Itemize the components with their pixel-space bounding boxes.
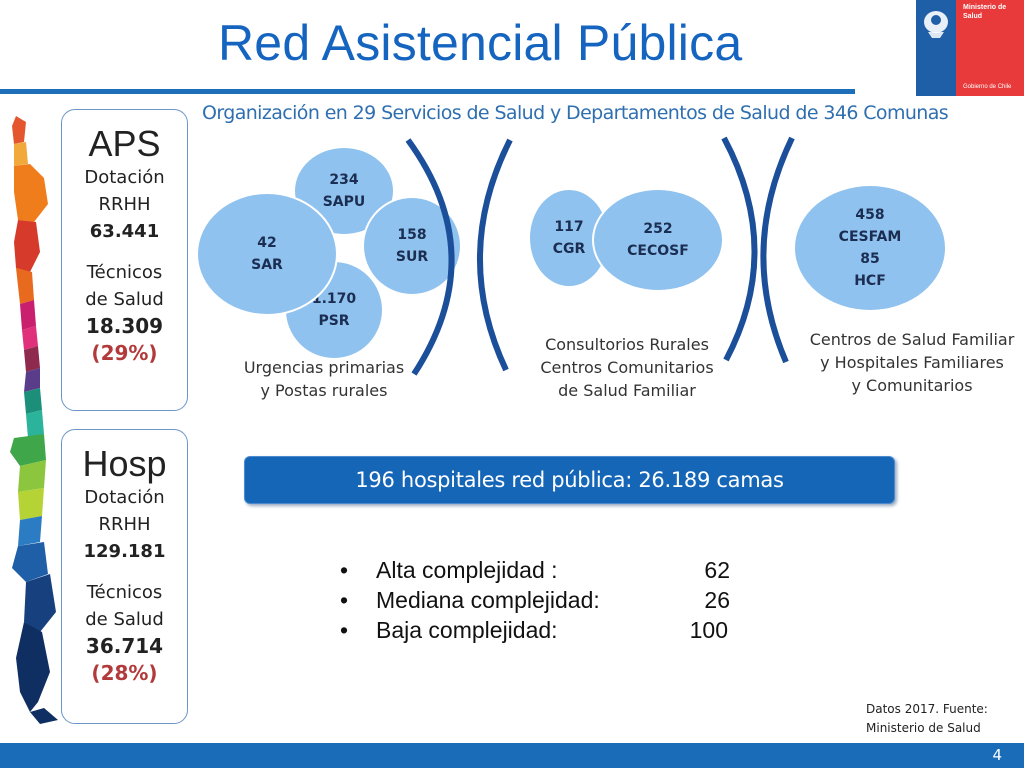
ministry-logo: Ministerio de Salud Gobierno de Chile <box>916 0 1024 96</box>
psr-label: PSR <box>318 313 350 329</box>
complexity-label: Mediana complejidad: <box>376 587 600 613</box>
bullet-icon: • <box>340 587 349 613</box>
hosp-dotacion-value: 129.181 <box>83 541 166 562</box>
cgr-label: CGR <box>552 241 586 257</box>
page-number: 4 <box>992 746 1002 764</box>
group3-caption-line2: y Hospitales Familiares <box>820 353 1004 372</box>
aps-percent: (29%) <box>91 341 158 365</box>
logo-red-band <box>956 0 1024 96</box>
bullet-icon: • <box>340 617 349 643</box>
complexity-item-mediana: • Mediana complejidad: 26 <box>340 587 740 617</box>
hosp-summary-card: Hosp Dotación RRHH 129.181 Técnicos de S… <box>61 429 188 724</box>
sur-count: 158 <box>397 227 427 243</box>
hosp-tecnicos-label: Técnicos <box>86 582 163 603</box>
aps-tecnicos-label: Técnicos <box>86 262 163 283</box>
hosp-tecnicos-value: 36.714 <box>85 634 164 658</box>
complexity-value: 26 <box>704 587 730 613</box>
sar-circle: 42 SAR <box>196 192 338 316</box>
hosp-dotacion-label: Dotación <box>84 487 165 508</box>
hcf-count: 85 <box>860 251 880 267</box>
subtitle: Organización en 29 Servicios de Salud y … <box>202 102 949 124</box>
complexity-value: 62 <box>704 557 730 583</box>
group3-caption-line1: Centros de Salud Familiar <box>809 330 1015 349</box>
cecosf-label: CECOSF <box>627 243 689 259</box>
cesfam-label: CESFAM <box>838 229 902 245</box>
bullet-icon: • <box>340 557 349 583</box>
group3-caption-line3: y Comunitarios <box>851 376 973 395</box>
aps-tecnicos-value: 18.309 <box>85 314 164 338</box>
aps-spacer <box>62 245 187 259</box>
logo-ministry-text: Ministerio de Salud <box>963 3 1006 21</box>
logo-blue-band <box>916 0 956 96</box>
sapu-count: 234 <box>329 172 359 188</box>
title-underline <box>0 89 855 94</box>
sar-label: SAR <box>251 257 283 273</box>
aps-summary-card: APS Dotación RRHH 63.441 Técnicos de Sal… <box>61 109 188 411</box>
complexity-item-alta: • Alta complejidad : 62 <box>340 557 740 587</box>
sur-label: SUR <box>395 249 429 265</box>
psr-count: 1.170 <box>311 291 357 307</box>
group1-caption: Urgencias primarias y Postas rurales <box>234 356 414 402</box>
sur-circle: 158 SUR <box>362 196 462 296</box>
aps-rrhh-label: RRHH <box>98 194 151 215</box>
complexity-label: Baja complejidad: <box>376 617 558 643</box>
hosp-spacer <box>62 565 187 579</box>
complexity-value: 100 <box>689 617 728 643</box>
logo-line1: Ministerio de <box>963 4 1007 11</box>
sar-count: 42 <box>257 235 277 251</box>
cesfam-count: 458 <box>855 207 885 223</box>
group3-caption: Centros de Salud Familiar y Hospitales F… <box>796 328 1024 397</box>
logo-government-text: Gobierno de Chile <box>963 84 1012 90</box>
aps-desalud-label: de Salud <box>85 289 164 310</box>
footer-bar <box>0 743 1024 768</box>
group2-caption-line3: de Salud Familiar <box>558 381 696 400</box>
source-line1: Datos 2017. Fuente: <box>866 702 988 716</box>
cesfam-hcf-circle: 458 CESFAM 85 HCF <box>795 186 945 310</box>
hosp-rrhh-label: RRHH <box>98 514 151 535</box>
source-note: Datos 2017. Fuente: Ministerio de Salud <box>866 700 988 738</box>
hospitals-banner: 196 hospitales red pública: 26.189 camas <box>244 456 895 504</box>
chile-regions <box>10 116 58 724</box>
cecosf-circle: 252 CECOSF <box>592 188 724 292</box>
group2-caption: Consultorios Rurales Centros Comunitario… <box>532 333 722 402</box>
logo-line2: Salud <box>963 13 983 20</box>
group2-caption-line1: Consultorios Rurales <box>545 335 709 354</box>
bracket-left-2 <box>477 138 513 372</box>
bracket-left-3 <box>760 136 795 364</box>
page-title: Red Asistencial Pública <box>218 15 743 71</box>
coat-of-arms-icon <box>924 11 948 38</box>
chile-map <box>10 116 58 724</box>
hcf-label: HCF <box>854 273 886 289</box>
sapu-label: SAPU <box>322 194 366 210</box>
group1-caption-line2: y Postas rurales <box>260 381 388 400</box>
cecosf-count: 252 <box>643 221 673 237</box>
group1-caption-line1: Urgencias primarias <box>243 358 405 377</box>
aps-title: APS <box>88 123 161 164</box>
aps-dotacion-value: 63.441 <box>89 221 160 242</box>
group2-caption-line2: Centros Comunitarios <box>540 358 714 377</box>
hosp-percent: (28%) <box>91 661 158 685</box>
aps-dotacion-label: Dotación <box>84 167 165 188</box>
cgr-count: 117 <box>554 219 584 235</box>
complexity-item-baja: • Baja complejidad: 100 <box>340 617 740 647</box>
bracket-right-2 <box>721 136 758 362</box>
source-line2: Ministerio de Salud <box>866 721 981 735</box>
hosp-desalud-label: de Salud <box>85 609 164 630</box>
hosp-title: Hosp <box>82 443 167 484</box>
complexity-label: Alta complejidad : <box>376 557 558 583</box>
